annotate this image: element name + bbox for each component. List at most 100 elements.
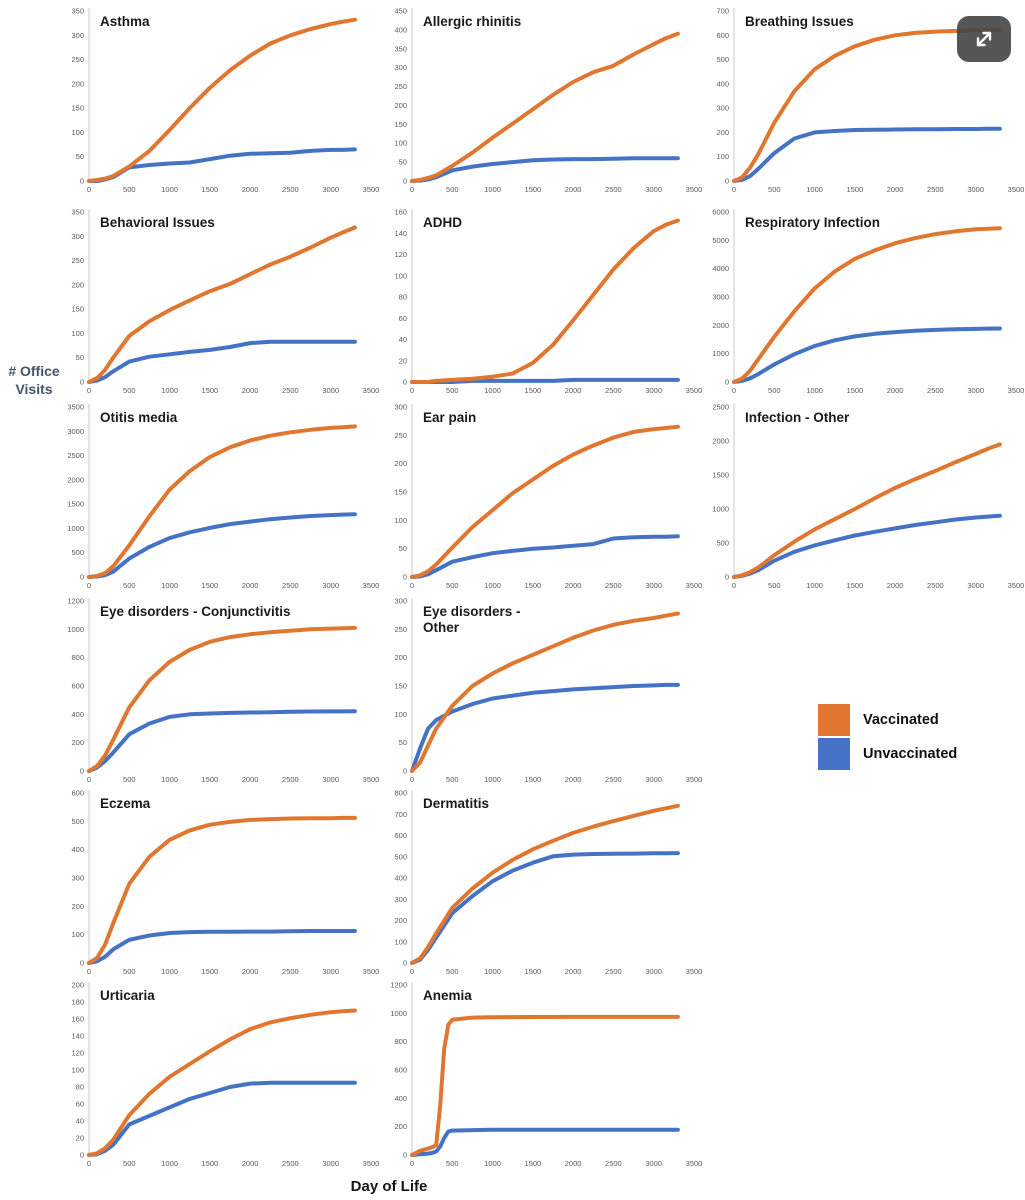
legend-label-unvaccinated: Unvaccinated	[863, 746, 958, 762]
y-tick-label: 60	[399, 314, 407, 323]
y-tick-label: 0	[80, 959, 84, 968]
y-tick-label: 1000	[390, 1009, 407, 1018]
x-tick-label: 1500	[847, 386, 864, 395]
x-tick-label: 3500	[686, 581, 703, 590]
series-unvaccinated-line	[87, 1080, 357, 1157]
chart-title: ADHD	[423, 215, 462, 230]
x-tick-label: 3500	[1008, 581, 1025, 590]
chart-infection-other: 0 500 1000 1500 2000 2500 0 500 1000 1500 2000 2500…	[700, 401, 1025, 598]
y-tick-label: 140	[394, 229, 407, 238]
x-tick-label: 3000	[322, 386, 339, 395]
y-tick-label: 50	[76, 152, 84, 161]
x-tick-label: 0	[410, 185, 414, 194]
x-tick-label: 1500	[202, 1159, 219, 1168]
y-tick-label: 400	[71, 845, 84, 854]
y-tick-label: 0	[80, 177, 84, 186]
x-tick-label: 1000	[161, 967, 178, 976]
chart-title: Allergic rhinitis	[423, 14, 521, 29]
chart-eye-disorders-other: 0 50 100 150 200 250 300 0 500 1000 1500 2000 2500 30…	[378, 595, 702, 792]
x-tick-label: 3500	[363, 967, 380, 976]
x-tick-label: 1000	[161, 581, 178, 590]
x-tick-label: 2000	[887, 581, 904, 590]
y-tick-label: 6000	[712, 208, 729, 217]
x-tick-label: 3500	[363, 581, 380, 590]
y-tick-label: 800	[71, 653, 84, 662]
y-tick-label: 300	[394, 403, 407, 412]
x-tick-label: 2500	[605, 775, 622, 784]
expand-button[interactable]	[957, 16, 1011, 62]
y-tick-label: 1000	[712, 505, 729, 514]
y-tick-label: 0	[403, 177, 407, 186]
y-tick-label: 120	[71, 1049, 84, 1058]
x-tick-label: 3000	[645, 386, 662, 395]
y-tick-label: 3500	[67, 403, 84, 412]
x-tick-label: 3500	[1008, 386, 1025, 395]
x-tick-label: 0	[87, 386, 91, 395]
x-tick-label: 500	[446, 775, 459, 784]
y-tick-label: 800	[394, 1037, 407, 1046]
y-tick-label: 80	[399, 293, 407, 302]
y-tick-label: 100	[394, 710, 407, 719]
x-tick-label: 2000	[242, 581, 259, 590]
series-vaccinated-line	[732, 226, 1002, 384]
x-tick-label: 500	[446, 967, 459, 976]
chart-title: Behavioral Issues	[100, 215, 215, 230]
y-tick-label: 200	[394, 916, 407, 925]
chart-eye-disorders-conjunctivitis: 0 200 400 600 800 1000 1200 0 500 1000 1500 2000 250…	[55, 595, 380, 792]
y-tick-label: 200	[394, 653, 407, 662]
y-tick-label: 60	[76, 1100, 84, 1109]
x-tick-label: 2000	[242, 1159, 259, 1168]
y-tick-label: 400	[394, 25, 407, 34]
x-tick-label: 2000	[565, 775, 582, 784]
x-tick-label: 1000	[161, 775, 178, 784]
x-tick-label: 1000	[806, 581, 823, 590]
series-unvaccinated-line	[87, 339, 357, 384]
chart-title: Dermatitis	[423, 796, 489, 811]
y-tick-label: 500	[716, 539, 729, 548]
y-tick-label: 40	[399, 335, 407, 344]
x-tick-label: 2000	[242, 967, 259, 976]
x-tick-label: 1000	[806, 185, 823, 194]
x-tick-label: 1500	[847, 185, 864, 194]
series-vaccinated-line	[732, 442, 1002, 579]
x-tick-label: 2000	[242, 775, 259, 784]
y-tick-label: 600	[71, 789, 84, 798]
y-tick-label: 200	[394, 101, 407, 110]
x-tick-label: 500	[123, 775, 136, 784]
x-tick-label: 3500	[1008, 185, 1025, 194]
y-tick-label: 5000	[712, 236, 729, 245]
series-vaccinated-line	[87, 424, 357, 579]
x-tick-label: 3500	[363, 775, 380, 784]
y-tick-label: 200	[71, 981, 84, 990]
x-tick-label: 3000	[967, 581, 984, 590]
x-tick-label: 1000	[806, 386, 823, 395]
y-tick-label: 50	[399, 544, 407, 553]
x-tick-label: 3500	[363, 386, 380, 395]
chart-title: Other	[423, 620, 460, 635]
x-tick-label: 2500	[282, 967, 299, 976]
x-tick-label: 1000	[161, 386, 178, 395]
y-tick-label: 300	[71, 31, 84, 40]
x-tick-label: 500	[123, 1159, 136, 1168]
unvaccinated-color-swatch	[818, 738, 850, 770]
chart-svg-allergic-rhinitis: 0 50 100 150 200 250 300 350 400 450 0 500 1000 1500 2…	[394, 7, 702, 195]
x-tick-label: 500	[768, 386, 781, 395]
y-tick-label: 0	[403, 378, 407, 387]
x-tick-label: 500	[446, 581, 459, 590]
x-tick-label: 2000	[887, 386, 904, 395]
chart-eczema: 0 100 200 300 400 500 600 0 500 1000 1500 2000 2500 3…	[55, 787, 380, 984]
y-tick-label: 350	[71, 7, 84, 16]
x-tick-label: 0	[410, 775, 414, 784]
x-tick-label: 2500	[282, 1159, 299, 1168]
y-tick-label: 0	[403, 1151, 407, 1160]
chart-svg-eye-disorders-conjunctivitis: 0 200 400 600 800 1000 1200 0 500 1000 1500 2000 250…	[67, 597, 380, 785]
x-tick-label: 500	[446, 386, 459, 395]
y-tick-label: 500	[71, 817, 84, 826]
y-tick-label: 150	[394, 682, 407, 691]
series-unvaccinated-line	[87, 929, 357, 965]
chart-title: Asthma	[100, 14, 150, 29]
x-tick-label: 3500	[686, 1159, 703, 1168]
x-tick-label: 2500	[282, 775, 299, 784]
